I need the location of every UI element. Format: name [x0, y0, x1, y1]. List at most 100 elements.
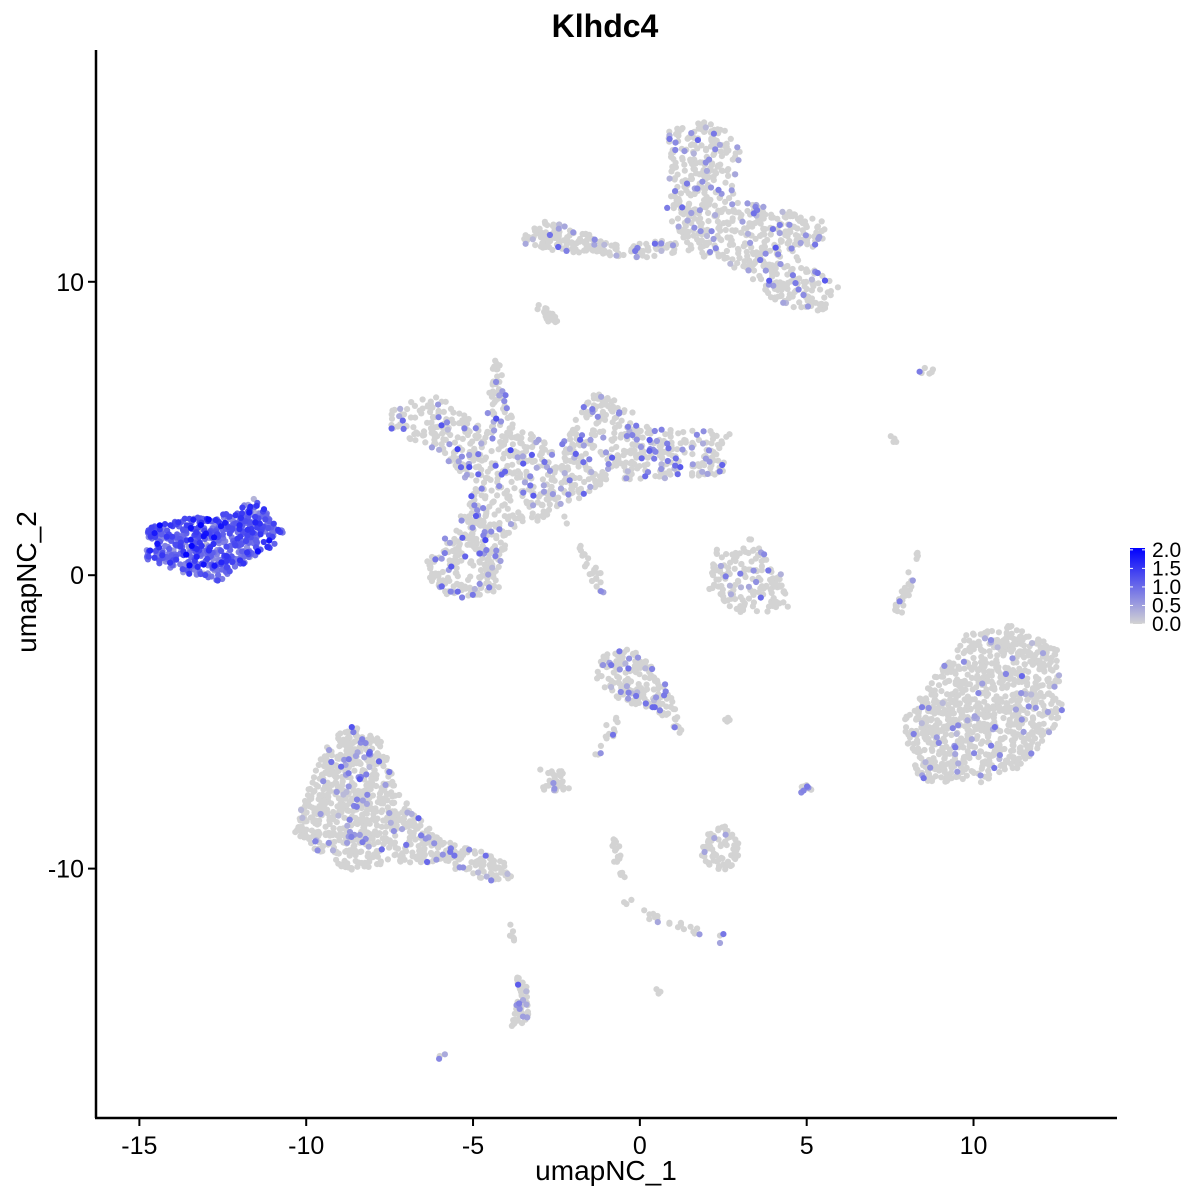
cell-point: [553, 318, 561, 325]
cell-point: [1006, 753, 1013, 760]
cell-point: [457, 464, 465, 471]
cell-point: [353, 803, 360, 810]
cell-point: [629, 441, 636, 448]
cell-point: [497, 858, 504, 865]
cell-point: [623, 646, 631, 653]
cell-point: [473, 435, 480, 442]
cell-point: [346, 734, 353, 741]
cell-point: [778, 292, 785, 299]
cell-point: [651, 240, 659, 247]
cell-point: [504, 414, 511, 421]
cell-point: [762, 250, 769, 257]
cell-point: [652, 448, 659, 455]
cell-point: [540, 482, 547, 489]
cell-point: [981, 698, 988, 705]
cell-point: [764, 608, 771, 615]
cell-point: [566, 445, 573, 452]
cell-point: [624, 468, 631, 475]
cell-point: [215, 572, 222, 579]
cell-point: [1032, 651, 1039, 658]
cell-point: [632, 247, 639, 255]
cell-point: [366, 855, 373, 862]
cell-point: [1013, 711, 1021, 719]
cell-point: [478, 848, 485, 855]
cell-point: [314, 847, 321, 854]
cell-point: [969, 768, 977, 775]
cell-point: [988, 678, 995, 685]
cell-point: [545, 506, 553, 513]
cell-point: [411, 431, 418, 438]
cell-point: [394, 423, 401, 430]
cell-point: [454, 588, 461, 595]
cell-point: [424, 858, 431, 866]
cell-point: [979, 738, 986, 745]
cell-point: [961, 759, 968, 766]
cell-point: [738, 560, 745, 568]
cell-point: [672, 146, 679, 154]
cell-point: [598, 393, 605, 400]
cell-point: [749, 547, 757, 554]
cell-point: [359, 839, 366, 846]
cell-point: [352, 852, 359, 859]
cell-point: [514, 1017, 522, 1024]
cell-point: [687, 923, 694, 930]
cell-point: [802, 232, 810, 239]
cell-point: [708, 137, 715, 144]
cell-point: [358, 804, 365, 812]
cell-point: [561, 470, 568, 477]
cell-point: [575, 459, 582, 466]
cell-point: [441, 1051, 448, 1058]
cell-point: [957, 642, 964, 649]
cell-point: [962, 766, 969, 773]
cell-point: [804, 241, 811, 248]
cell-point: [672, 188, 679, 195]
cell-point: [358, 817, 365, 824]
cell-point: [1029, 640, 1036, 647]
cell-point: [416, 847, 423, 855]
cell-point: [633, 692, 640, 700]
cell-point: [803, 266, 810, 273]
cell-point: [459, 534, 466, 541]
cell-point: [542, 243, 549, 251]
cell-point: [1029, 685, 1037, 692]
cell-point: [488, 487, 495, 494]
cell-point: [941, 754, 948, 762]
cell-point: [316, 817, 323, 824]
cell-point: [549, 474, 556, 481]
cell-point: [614, 673, 621, 680]
cell-point: [387, 819, 394, 826]
cell-point: [735, 840, 742, 847]
cell-point: [664, 440, 671, 447]
cell-point: [674, 171, 681, 178]
cell-point: [750, 567, 757, 574]
cell-point: [667, 703, 674, 711]
cell-point: [940, 749, 947, 756]
cell-point: [494, 492, 501, 499]
cell-point: [340, 801, 347, 809]
cell-point: [669, 163, 676, 170]
cell-point: [684, 217, 691, 224]
cell-point: [603, 654, 610, 662]
cell-point: [688, 130, 695, 137]
cell-point: [747, 239, 754, 246]
cell-point: [382, 829, 389, 837]
cell-point: [371, 767, 378, 774]
cell-point: [179, 526, 187, 534]
cell-point: [478, 440, 485, 447]
cell-point: [490, 582, 497, 589]
cell-point: [951, 756, 959, 763]
cell-point: [435, 407, 442, 415]
cell-point: [768, 211, 775, 218]
cell-point: [450, 583, 457, 590]
cell-point: [952, 678, 959, 685]
cell-point: [629, 432, 636, 439]
cell-point: [979, 711, 986, 718]
cell-point: [409, 849, 416, 856]
cell-point: [728, 595, 735, 602]
cell-point: [601, 241, 608, 248]
cell-point: [991, 751, 998, 758]
cell-point: [602, 471, 609, 478]
cell-point: [366, 763, 373, 771]
cell-point: [328, 752, 335, 759]
cell-point: [491, 363, 498, 370]
